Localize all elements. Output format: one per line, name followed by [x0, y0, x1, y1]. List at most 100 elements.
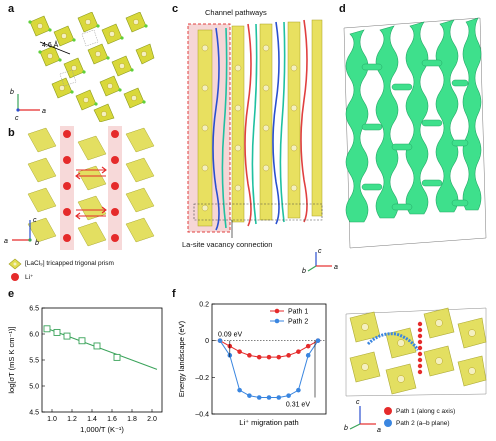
cl-atoms — [28, 20, 148, 106]
legend-path1-text: Path 1 (along c axis) — [396, 407, 456, 415]
x-tick-label-e: 1.6 — [107, 416, 117, 423]
migration-arrows — [75, 166, 107, 220]
legend-path2-text: Path 2 (a–b plane) — [396, 419, 450, 427]
panel-label-d: d — [339, 3, 346, 15]
series-point-1 — [256, 354, 262, 360]
panel-a-axes: b a c — [10, 89, 46, 122]
distance-label: 4.6 Å — [42, 40, 59, 49]
y-tick-label-f: 0 — [205, 338, 209, 345]
isosurface-tubes — [345, 17, 482, 223]
series-point-2 — [247, 393, 252, 398]
cell-outline — [343, 17, 487, 249]
y-tick-label-f: –0.2 — [195, 375, 209, 382]
legend-label-f: Path 2 — [288, 319, 308, 326]
la-atoms-c — [201, 44, 298, 212]
series-point-1 — [237, 349, 242, 354]
isosurface-slices — [212, 19, 308, 231]
data-point-e — [63, 332, 71, 340]
vacancy-box — [193, 203, 323, 221]
y-tick-label-f: 0.2 — [199, 302, 209, 309]
x-tick-label-e: 1.4 — [87, 416, 97, 423]
panel-f-axes: c b a — [344, 399, 381, 434]
legend-li-text: Li⁺ — [25, 273, 34, 281]
panel-f-structure — [345, 307, 487, 397]
fit-line-e — [44, 327, 158, 370]
axis-a-label-b: a — [4, 238, 8, 245]
f-la-atoms — [361, 319, 476, 383]
isosurface-bridges — [361, 59, 469, 211]
y-axis-label-e: log[σT (mS K cm⁻¹)] — [7, 326, 16, 393]
panel-label-c: c — [172, 3, 179, 15]
data-point-e — [93, 342, 101, 350]
plot-frame-f — [211, 303, 327, 415]
axis-a-label: a — [42, 108, 46, 115]
series-point-2 — [296, 387, 301, 393]
series-point-2 — [256, 395, 262, 400]
y-tick-label-e: 6.0 — [29, 332, 39, 339]
axis-c-label-b: c — [33, 217, 37, 224]
series-point-1 — [286, 353, 291, 358]
red-dot-icon — [384, 407, 392, 415]
red-sphere-icon — [11, 272, 19, 281]
legend-marker-f — [274, 308, 280, 314]
series-point-2 — [315, 338, 321, 343]
y-tick-label-e: 6.5 — [29, 306, 39, 313]
panel-b-structure — [27, 126, 155, 250]
path1-trajectory — [417, 321, 423, 375]
axis-c-label-c: c — [318, 248, 322, 255]
legend-item-li: Li⁺ — [8, 270, 173, 283]
series-point-2 — [266, 395, 272, 400]
series-point-1 — [276, 354, 282, 360]
series-point-1 — [296, 349, 301, 354]
y-tick-label-f: –0.4 — [195, 412, 209, 419]
f-prisms — [349, 307, 487, 395]
legend-marker-f — [274, 318, 280, 324]
series-point-1 — [247, 353, 252, 358]
series-point-2 — [217, 338, 223, 343]
distance-arrow — [39, 41, 71, 55]
la-vacancy-label: La-site vacancy connection — [182, 240, 273, 249]
barrier-annotation-2: 0.31 eV — [286, 402, 310, 409]
series-point-1 — [266, 354, 272, 360]
axis-a-label-f: a — [377, 427, 381, 434]
series-line-1 — [219, 340, 319, 358]
channel-pathways-label: Channel pathways — [205, 8, 267, 17]
y-axis-label-f: Energy landscape (eV) — [177, 320, 186, 397]
axis-b-label-b: b — [35, 240, 39, 247]
x-tick-label-e: 1.8 — [127, 416, 137, 423]
yellow-prism-icon — [8, 258, 22, 269]
axis-c-label-f: c — [356, 399, 360, 406]
side-prisms — [27, 127, 155, 247]
arrhenius-chart: 1.0 1.2 1.4 1.6 1.8 2.0 4.5 5.0 5.5 6.0 6.5 1,000/T… — [7, 306, 163, 434]
li-atoms-b — [63, 130, 119, 242]
legend-path2: Path 2 (a–b plane) — [384, 417, 494, 429]
panel-f-path-legend: Path 1 (along c axis) Path 2 (a–b plane) — [384, 405, 494, 429]
data-point-e — [78, 337, 86, 345]
series-point-2 — [286, 393, 291, 398]
legend-path1: Path 1 (along c axis) — [384, 405, 494, 417]
data-point-e — [43, 325, 51, 333]
vacancy-outlines — [59, 29, 99, 87]
legend-prism-text: [LaCl₉] tricapped trigonal prism — [25, 260, 114, 267]
x-axis-label-e: 1,000/T (K⁻¹) — [80, 425, 124, 434]
panel-a-structure: 4.6 Å — [28, 12, 155, 122]
y-tick-label-e: 4.5 — [29, 410, 39, 417]
panel-label-e: e — [8, 288, 15, 300]
axis-b-label-c: b — [302, 268, 306, 274]
axis-c-label: c — [15, 115, 19, 122]
y-tick-label-e: 5.0 — [29, 384, 39, 391]
axis-b-label-f: b — [344, 425, 348, 432]
x-tick-label-e: 2.0 — [147, 416, 157, 423]
data-point-e — [113, 353, 121, 361]
panel-label-a: a — [8, 3, 15, 15]
blue-dot-icon — [384, 419, 392, 427]
barrier-annotation-1: 0.09 eV — [218, 332, 242, 339]
axis-b-label: b — [10, 89, 14, 96]
x-axis-label-f: Li⁺ migration path — [239, 418, 298, 427]
legend-item-prism: [LaCl₉] tricapped trigonal prism — [8, 257, 173, 270]
plot-frame-e — [41, 307, 163, 413]
channel-columns — [197, 19, 323, 227]
axis-a-label-c: a — [334, 264, 338, 271]
panel-d-isosurface — [343, 17, 487, 249]
x-tick-label-e: 1.2 — [67, 416, 77, 423]
